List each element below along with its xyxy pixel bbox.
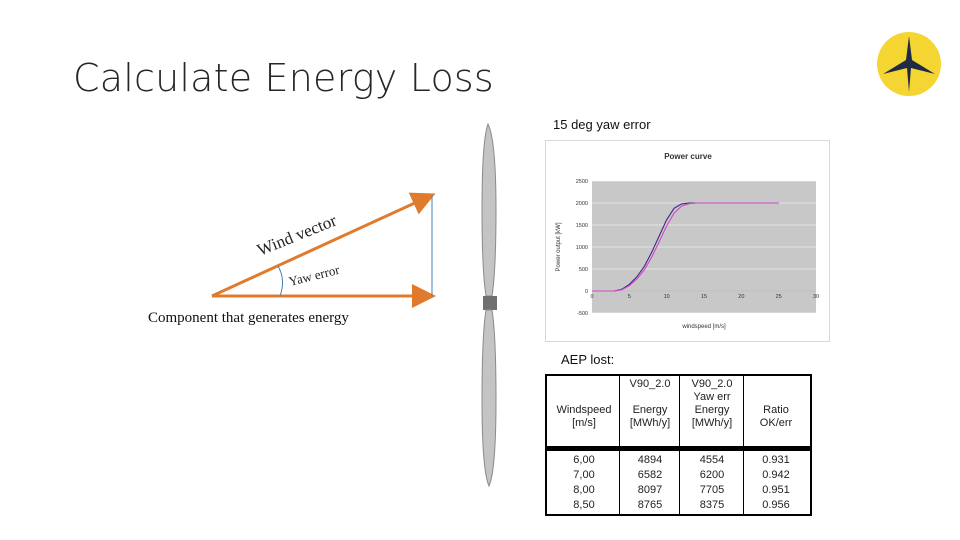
table-cell: 8097 [637,484,663,496]
table-header-line: [MWh/y] [629,417,671,429]
chart-ytick-label: 500 [579,267,588,273]
yaw-error-label: Yaw error [287,262,341,289]
table-cell: 4894 [637,454,663,466]
chart-ytick-label: 1500 [576,223,588,229]
table-cell: 8765 [637,499,663,511]
chart-xtick-label: 20 [738,294,744,300]
table-cell: 0.956 [762,499,790,511]
chart-xtick-label: 30 [813,294,819,300]
table-divider [547,446,810,451]
table-cell: 0.942 [762,469,790,481]
table-cell: 6200 [699,469,725,481]
table-cell: 8,50 [573,499,595,511]
table-row: 8,50 8765 8375 0.956 [547,499,810,514]
power-curve-svg: Power curve 2500 2000 1500 1000 500 0 -500 0 5 1… [556,152,819,330]
chart-ytick-label: -500 [577,311,588,317]
table-header-line: Energy [694,404,730,416]
aep-caption: AEP lost: [561,352,615,367]
table-header-line [745,378,807,391]
table-header-cell: V90_2.0 Yaw err Energy [MWh/y] [681,378,743,430]
table-cell: 0.951 [762,484,790,496]
chart-title: Power curve [664,152,712,161]
table-header-line: Yaw err [693,391,731,403]
chart-series-line [592,202,779,292]
wind-vector-label: Wind vector [254,211,339,260]
table-header-line: Windspeed [556,404,612,416]
table-header-line: [m/s] [572,417,596,429]
table-cell: 7705 [699,484,725,496]
chart-ylabel: Power output [kW] [556,222,562,271]
chart-xtick-label: 10 [664,294,670,300]
table-cell: 6,00 [573,454,595,466]
chart-ytick-label: 0 [585,289,588,295]
table-cell: 4554 [699,454,725,466]
chart-xtick-label: 15 [701,294,707,300]
chart-xtick-label: 5 [628,294,631,300]
component-caption: Component that generates energy [148,310,349,326]
table-header-line: V90_2.0 [629,378,671,390]
chart-xtick-label: 0 [590,294,593,300]
table-header-cell: Ratio OK/err [745,378,807,430]
table-row: 7,00 6582 6200 0.942 [547,469,810,484]
yaw-angle-arc [277,265,284,297]
table-header-cell: V90_2.0 Energy [MWh/y] [621,378,679,430]
table-header-cell: Windspeed [m/s] [551,378,617,430]
table-row: 8,00 8097 7705 0.951 [547,484,810,499]
chart-ytick-label: 2000 [576,201,588,207]
table-header-line: [MWh/y] [691,417,733,429]
chart-series-line [592,202,779,292]
table-header-line: Ratio [763,404,789,416]
star-logo-icon [877,32,941,96]
table-header-line [551,378,617,391]
table-header-line: Energy [632,404,668,416]
table-cell: 8,00 [573,484,595,496]
table-row: 6,00 4894 4554 0.931 [547,454,810,469]
table-cell: 7,00 [573,469,595,481]
table-header-line: V90_2.0 [691,378,733,390]
table-header-line: OK/err [759,417,793,429]
yaw-vector-diagram: Wind vector Yaw error [211,192,436,308]
chart-xtick-label: 25 [776,294,782,300]
table-cell: 0.931 [762,454,790,466]
aep-table: Windspeed [m/s] V90_2.0 Energy [MWh/y] V90_2.… [545,374,812,516]
chart-caption: 15 deg yaw error [553,117,651,132]
chart-ytick-label: 2500 [576,179,588,185]
turbine-blade-image [481,122,497,488]
table-cell: 8375 [699,499,725,511]
chart-ytick-label: 1000 [576,245,588,251]
chart-xlabel: windspeed [m/s] [681,324,726,330]
power-curve-chart: Power curve 2500 2000 1500 1000 500 0 -500 0 5 1… [545,140,830,342]
slide-title: Calculate Energy Loss [73,56,494,100]
wind-vector-arrow [211,192,436,298]
table-cell: 6582 [637,469,663,481]
